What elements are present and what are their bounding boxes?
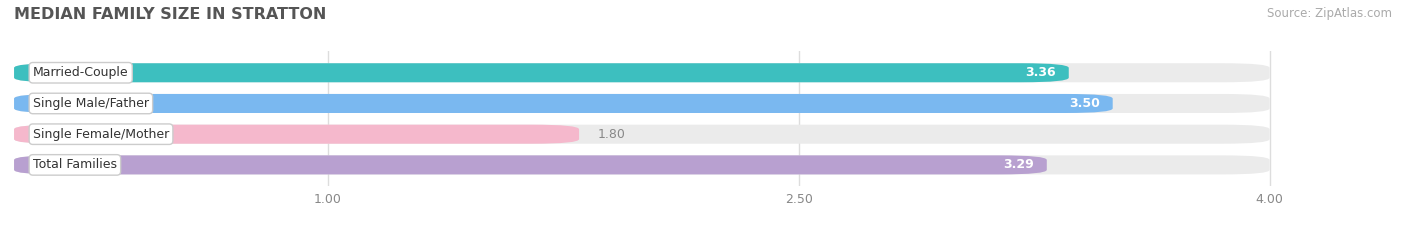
FancyBboxPatch shape — [14, 125, 579, 144]
Text: Single Male/Father: Single Male/Father — [32, 97, 149, 110]
FancyBboxPatch shape — [14, 125, 1270, 144]
Text: MEDIAN FAMILY SIZE IN STRATTON: MEDIAN FAMILY SIZE IN STRATTON — [14, 7, 326, 22]
FancyBboxPatch shape — [14, 155, 1270, 175]
FancyBboxPatch shape — [14, 63, 1270, 82]
FancyBboxPatch shape — [14, 94, 1270, 113]
FancyBboxPatch shape — [14, 63, 1069, 82]
Text: 3.29: 3.29 — [1004, 158, 1035, 171]
Text: Source: ZipAtlas.com: Source: ZipAtlas.com — [1267, 7, 1392, 20]
Text: 1.80: 1.80 — [598, 128, 626, 141]
Text: Total Families: Total Families — [32, 158, 117, 171]
Text: 3.50: 3.50 — [1070, 97, 1099, 110]
Text: 3.36: 3.36 — [1025, 66, 1056, 79]
Text: Single Female/Mother: Single Female/Mother — [32, 128, 169, 141]
FancyBboxPatch shape — [14, 94, 1112, 113]
Text: Married-Couple: Married-Couple — [32, 66, 128, 79]
FancyBboxPatch shape — [14, 155, 1047, 175]
